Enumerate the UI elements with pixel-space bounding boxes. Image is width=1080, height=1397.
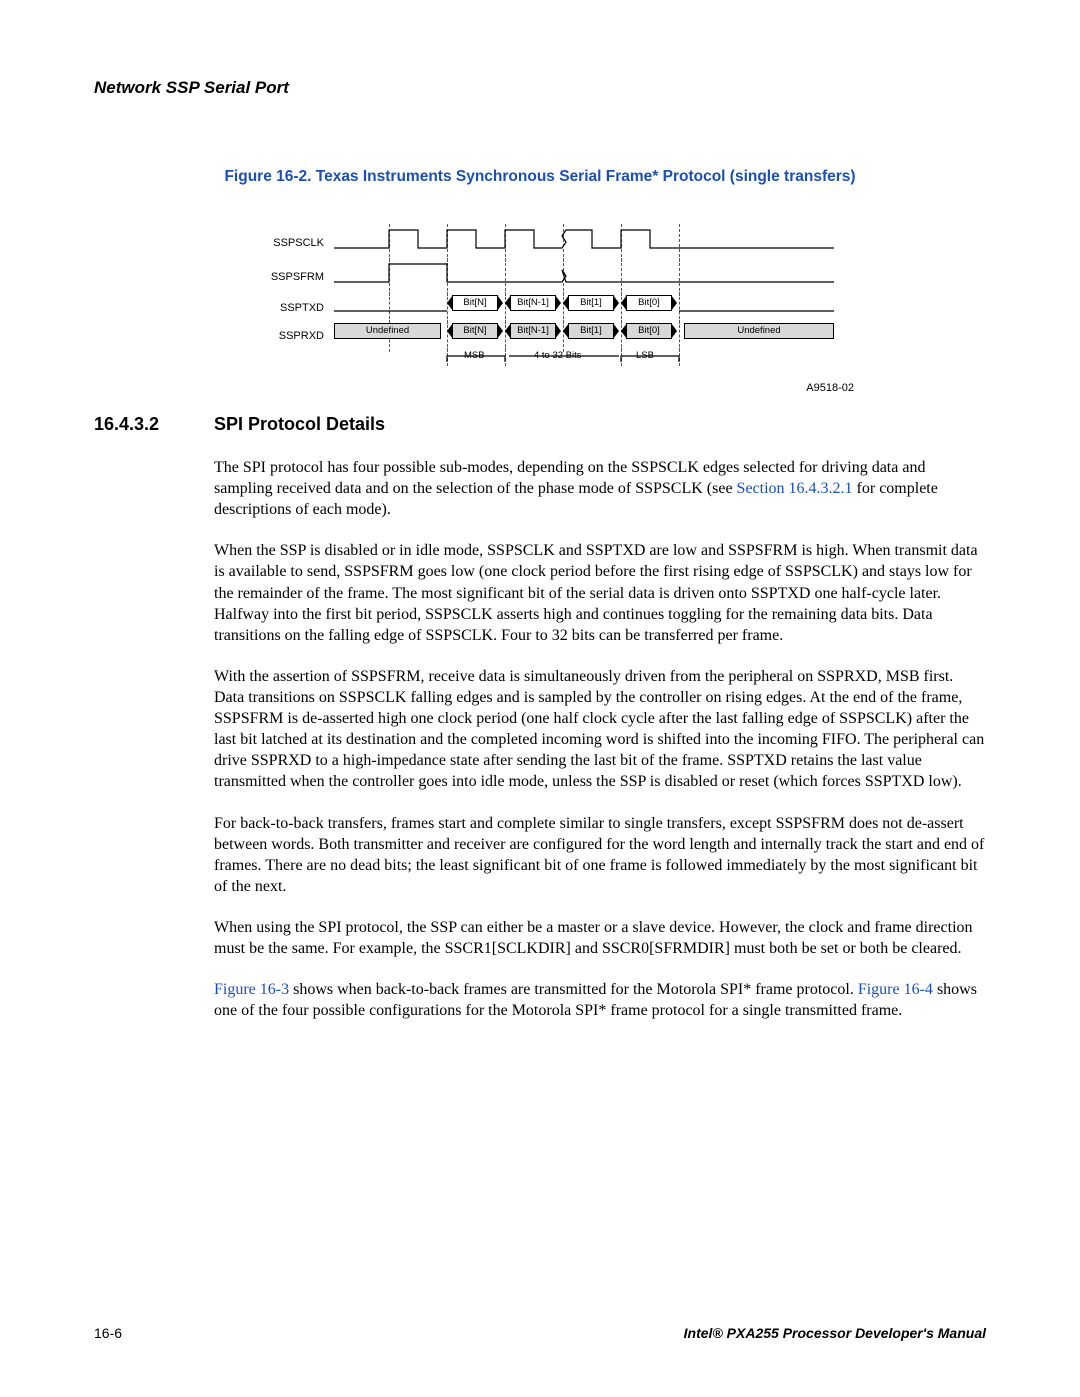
page: Network SSP Serial Port Figure 16-2. Tex…	[0, 0, 1080, 1397]
bit-cell: Bit[1]	[568, 323, 614, 339]
bit-cell: Bit[N]	[452, 295, 498, 311]
paragraph: When using the SPI protocol, the SSP can…	[214, 917, 986, 959]
section: 16.4.3.2 SPI Protocol Details The SPI pr…	[94, 414, 986, 1041]
bit-cell: Bit[1]	[568, 295, 614, 311]
timing-diagram: SSPSCLK SSPSFRM	[264, 226, 854, 364]
bit-cell: Bit[0]	[626, 295, 672, 311]
paragraph: The SPI protocol has four possible sub-m…	[214, 457, 986, 520]
paragraph: With the assertion of SSPSFRM, receive d…	[214, 666, 986, 793]
bit-cell: Bit[N]	[452, 323, 498, 339]
link-section[interactable]: Section 16.4.3.2.1	[737, 480, 853, 497]
text: shows when back-to-back frames are trans…	[289, 981, 858, 998]
figure-id: A9518-02	[806, 382, 854, 394]
figure-caption: Figure 16-2. Texas Instruments Synchrono…	[94, 168, 986, 186]
link-figure[interactable]: Figure 16-3	[214, 981, 289, 998]
signal-label-txd: SSPTXD	[264, 302, 334, 314]
section-number: 16.4.3.2	[94, 414, 214, 1041]
bit-cell: Bit[0]	[626, 323, 672, 339]
signal-label-rxd: SSPRXD	[264, 330, 334, 342]
bit-cell-undefined: Undefined	[334, 323, 441, 339]
signal-label-clk: SSPSCLK	[264, 237, 334, 249]
signal-label-frm: SSPSFRM	[264, 271, 334, 283]
bit-cell-undefined: Undefined	[684, 323, 834, 339]
section-title: SPI Protocol Details	[214, 414, 986, 435]
page-header: Network SSP Serial Port	[94, 78, 986, 98]
bit-cell: Bit[N-1]	[510, 295, 556, 311]
bit-cell: Bit[N-1]	[510, 323, 556, 339]
page-number: 16-6	[94, 1325, 122, 1341]
manual-title: Intel® PXA255 Processor Developer's Manu…	[684, 1325, 986, 1341]
link-figure[interactable]: Figure 16-4	[858, 981, 933, 998]
paragraph: For back-to-back transfers, frames start…	[214, 813, 986, 897]
page-footer: 16-6 Intel® PXA255 Processor Developer's…	[94, 1325, 986, 1341]
paragraph: When the SSP is disabled or in idle mode…	[214, 540, 986, 646]
paragraph: Figure 16-3 shows when back-to-back fram…	[214, 979, 986, 1021]
